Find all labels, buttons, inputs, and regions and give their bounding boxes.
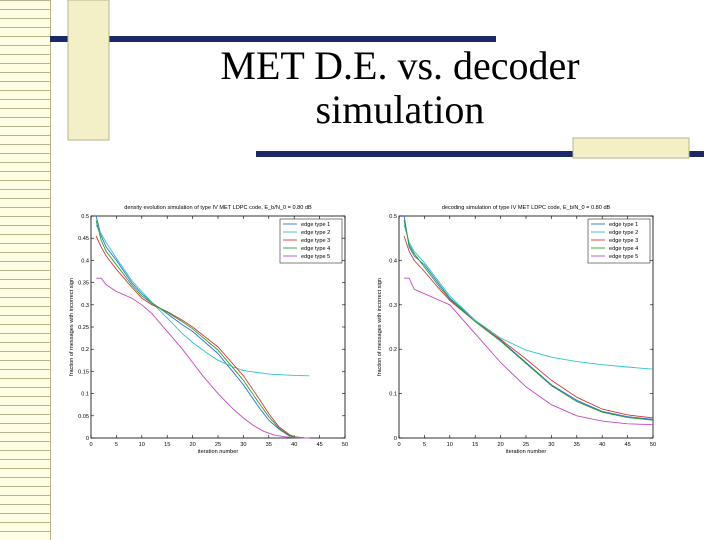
x-tick-label: 5: [423, 442, 426, 448]
y-tick-label: 0.4: [81, 258, 89, 264]
chart-decoding-simulation-svg: decoding simulation of type IV MET LDPC …: [377, 205, 656, 455]
x-tick-label: 45: [624, 442, 630, 448]
chart-decoding-simulation: decoding simulation of type IV MET LDPC …: [373, 196, 673, 458]
x-tick-label: 10: [139, 442, 145, 448]
title-bar-top: [50, 36, 496, 42]
y-tick-label: 0.3: [81, 303, 89, 309]
x-tick-label: 30: [240, 442, 246, 448]
x-tick-label: 20: [497, 442, 503, 448]
decor-square-bottom: [572, 137, 690, 159]
legend: edge type 1 edge type 2 edge type 3 edge ty…: [279, 218, 343, 264]
series-line-edge-type-2: [403, 224, 654, 370]
y-tick-label: 0: [394, 436, 397, 442]
chart-title: decoding simulation of type IV MET LDPC …: [442, 205, 611, 211]
y-tick-label: 0.05: [78, 414, 89, 420]
series-line-edge-type-3: [403, 235, 654, 419]
y-tick-label: 0: [86, 436, 89, 442]
y-tick-label: 0.35: [78, 281, 89, 287]
series-line-edge-type-5: [404, 277, 654, 426]
y-tick-label: 0.2: [81, 347, 89, 353]
legend: edge type 1 edge type 2 edge type 3 edge ty…: [587, 218, 651, 264]
y-axis-label: fraction of messages with incorrect sign: [69, 278, 75, 376]
x-tick-label: 5: [115, 442, 118, 448]
slide-title: MET D.E. vs. decoder simulation: [150, 44, 650, 132]
x-tick-label: 0: [89, 442, 92, 448]
y-tick-label: 0.15: [78, 369, 89, 375]
x-axis-label: iteration number: [506, 449, 547, 455]
y-tick-label: 0.1: [81, 392, 89, 398]
series-line-edge-type-5: [96, 277, 310, 439]
x-tick-label: 35: [574, 442, 580, 448]
x-tick-label: 25: [523, 442, 529, 448]
legend-label: edge type 2: [301, 230, 330, 236]
series-line-edge-type-2: [95, 224, 310, 377]
x-axis-label: iteration number: [198, 449, 239, 455]
legend-label: edge type 1: [609, 222, 638, 228]
series-line-edge-type-4: [403, 220, 654, 421]
legend-label: edge type 3: [301, 238, 330, 244]
legend-label: edge type 5: [301, 254, 330, 260]
x-tick-label: 40: [599, 442, 605, 448]
x-tick-label: 50: [342, 442, 348, 448]
y-tick-label: 0.25: [78, 325, 89, 331]
x-tick-label: 15: [164, 442, 170, 448]
x-tick-label: 10: [447, 442, 453, 448]
y-tick-label: 0.1: [389, 392, 397, 398]
y-axis-label: fraction of messages with incorrect sign: [377, 278, 383, 376]
title-bar-bottom: [256, 151, 704, 157]
y-tick-label: 0.45: [78, 236, 89, 242]
legend-label: edge type 4: [301, 246, 330, 252]
x-tick-label: 40: [291, 442, 297, 448]
slide-title-line2: simulation: [315, 87, 485, 132]
x-tick-label: 45: [316, 442, 322, 448]
chart-density-evolution: density evolution simulation of type IV …: [65, 196, 365, 458]
y-tick-label: 0.3: [389, 303, 397, 309]
series-line-edge-type-4: [95, 220, 310, 439]
x-tick-label: 30: [548, 442, 554, 448]
legend-label: edge type 1: [301, 222, 330, 228]
slide-title-line1: MET D.E. vs. decoder: [220, 43, 580, 88]
y-tick-label: 0.2: [389, 347, 397, 353]
series-line-edge-type-3: [95, 235, 310, 439]
legend-label: edge type 4: [609, 246, 638, 252]
decor-square-top: [67, 0, 110, 141]
x-tick-label: 0: [397, 442, 400, 448]
legend-label: edge type 5: [609, 254, 638, 260]
chart-density-evolution-svg: density evolution simulation of type IV …: [69, 205, 348, 455]
x-tick-label: 25: [215, 442, 221, 448]
y-tick-label: 0.4: [389, 258, 397, 264]
y-tick-label: 0.5: [389, 214, 397, 220]
x-tick-label: 35: [266, 442, 272, 448]
x-tick-label: 15: [472, 442, 478, 448]
legend-label: edge type 2: [609, 230, 638, 236]
x-tick-label: 20: [189, 442, 195, 448]
x-tick-label: 50: [650, 442, 656, 448]
y-tick-label: 0.5: [81, 214, 89, 220]
series-line-edge-type-1: [95, 215, 310, 439]
legend-label: edge type 3: [609, 238, 638, 244]
chart-title: density evolution simulation of type IV …: [124, 205, 312, 211]
